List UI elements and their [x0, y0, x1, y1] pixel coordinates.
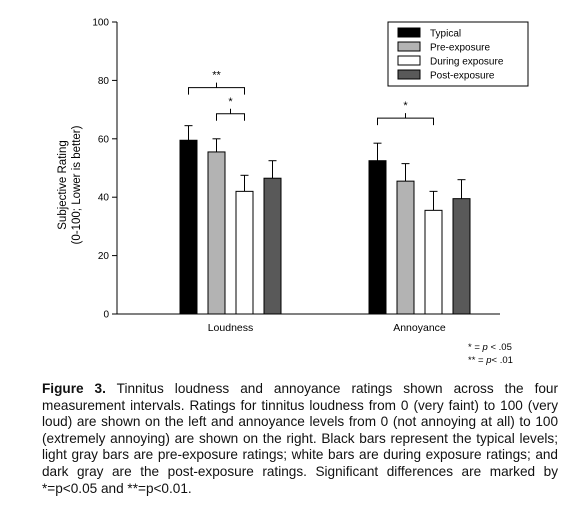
bar-loudness-2: [235, 190, 254, 315]
significance-label: *: [403, 100, 408, 112]
caption-label: Figure 3.: [42, 381, 106, 396]
bar-loudness-3: [263, 177, 282, 315]
legend-label: During exposure: [430, 57, 504, 68]
figure-caption: Figure 3. Tinnitus loudness and annoyanc…: [42, 381, 558, 497]
bar-annoyance-3: [452, 198, 471, 315]
legend-label: Typical: [430, 29, 461, 40]
category-label: Loudness: [208, 322, 254, 334]
category-label: Annoyance: [393, 322, 446, 334]
significance-bracket: [188, 87, 245, 95]
y-tick-label: 100: [92, 18, 109, 29]
legend-label: Pre-exposure: [430, 43, 490, 54]
y-tick-label: 20: [98, 251, 110, 262]
y-axis-label: Subjective Rating (0-100; Lower is better…: [57, 125, 83, 244]
legend-swatch: [397, 69, 421, 80]
significance-label: *: [228, 96, 233, 108]
y-tick-label: 60: [98, 134, 110, 145]
y-axis-label-line1: Subjective Rating: [57, 140, 69, 230]
y-tick-label: 80: [98, 76, 110, 87]
significance-note-single: * = p < .05: [468, 342, 512, 353]
bar-annoyance-0: [368, 160, 387, 315]
chart-legend: Typical Pre-exposure During exposure Post-e…: [387, 21, 529, 87]
legend-swatch: [397, 41, 421, 52]
significance-note-double: ** = p< .01: [468, 355, 513, 366]
legend-label: Post-exposure: [430, 71, 495, 82]
bar-annoyance-2: [424, 209, 443, 315]
y-tick-label: 40: [98, 193, 110, 204]
y-axis-label-line2: (0-100; Lower is better): [71, 125, 83, 244]
legend-swatch: [397, 55, 421, 66]
bar-loudness-0: [179, 139, 198, 315]
bar-chart: 0 20 40 60 80 100 Subjective Rating (0-100; Low…: [57, 18, 529, 334]
bar-loudness-1: [207, 151, 226, 315]
significance-brackets: *** *: [188, 70, 434, 126]
significance-bracket: [377, 117, 434, 126]
significance-label: **: [212, 70, 221, 82]
legend-swatch: [397, 27, 421, 38]
chart-axes: 0 20 40 60 80 100 Subjective Rating (0-100; Low…: [57, 18, 500, 334]
chart-bars: [179, 125, 471, 315]
caption-text: Tinnitus loudness and annoyance ratings …: [42, 381, 559, 496]
significance-bracket: [216, 113, 245, 121]
y-tick-label: 0: [103, 310, 109, 321]
bar-annoyance-1: [396, 180, 415, 315]
